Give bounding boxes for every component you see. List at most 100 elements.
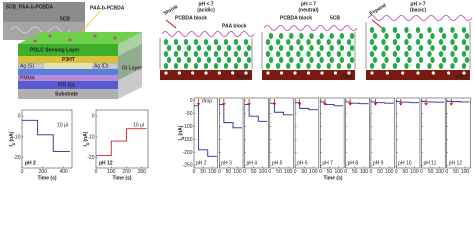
lc-molecule [236, 45, 242, 51]
x-tick-label: 0 [218, 169, 221, 175]
lc-molecule [395, 33, 401, 39]
x-tick-label: 100 [233, 169, 242, 175]
x-tick-label: 0 [395, 169, 398, 175]
data-line [194, 105, 217, 157]
lc-molecule [326, 39, 331, 45]
panel-subtitle: (basic) [410, 7, 426, 13]
anchor [204, 71, 208, 75]
lc-molecule [278, 45, 284, 51]
x-tick-label: 100 [284, 169, 293, 175]
y-label-subscript: D [181, 136, 185, 139]
anchor [164, 71, 168, 75]
drop-arrow [348, 99, 353, 106]
lc-molecule [336, 63, 342, 69]
lc-molecule [461, 51, 467, 57]
lc-molecule [226, 57, 232, 63]
lc-molecule [427, 27, 432, 33]
lc-molecule [289, 57, 294, 63]
lc-molecule [349, 45, 355, 51]
gi-label: GI Layer [122, 65, 142, 71]
lc-molecule [299, 57, 304, 63]
data-line [295, 102, 318, 111]
lc-molecule [326, 63, 331, 69]
lc-molecule [278, 57, 284, 63]
y-label-unit: (nA) [83, 131, 89, 141]
x-tick-label: 0 [294, 169, 297, 175]
lc-molecule [438, 51, 444, 57]
lc-molecule [193, 63, 199, 69]
lc-molecule [196, 57, 202, 63]
x-tick-label: 50 [377, 169, 383, 175]
y-tick-label: -20 [13, 155, 20, 161]
plot-frame [395, 97, 421, 169]
pmma-layer [18, 75, 118, 81]
data-line [421, 100, 445, 103]
data-line [219, 104, 243, 129]
lc-molecule [223, 63, 229, 69]
sensing-layer-label: POLC Sensing Layer [30, 47, 80, 53]
lc-molecule [430, 45, 435, 51]
paa-label: PAA block [222, 23, 247, 29]
lc-molecule [392, 27, 398, 33]
panel-subtitle: (neutral) [299, 7, 319, 13]
callout [79, 10, 101, 35]
pcbda-label: PCBDA block [175, 15, 207, 21]
lc-molecule [289, 45, 294, 51]
panel-label: pH 9 [373, 160, 384, 166]
x-tick-label: 0 [193, 169, 196, 175]
lc-molecule [306, 63, 311, 69]
lc-molecule [233, 39, 239, 45]
y-label-subscript: D [86, 142, 90, 145]
x-tick-label: 100 [385, 169, 394, 175]
x-tick-label: 50 [453, 169, 459, 175]
plot-frame [21, 109, 73, 169]
drop-arrow [196, 99, 201, 106]
lc-molecule [286, 63, 291, 69]
drain-label: Ag (D) [94, 63, 109, 69]
lc-molecule [265, 51, 271, 57]
y-tick-label: -50 [185, 111, 192, 117]
lc-molecule [464, 57, 470, 63]
anchor [416, 71, 420, 75]
x-tick-label: 200 [39, 169, 48, 175]
panel-subtitle: (acidic) [197, 7, 215, 13]
lc-molecule [453, 57, 458, 63]
x-tick-label: 50 [301, 169, 307, 175]
lc-molecule [346, 51, 352, 57]
lc-molecule [268, 45, 274, 51]
y-tick-label: -10 [13, 134, 20, 140]
lc-molecule [246, 57, 252, 63]
drop-arrow [323, 99, 327, 106]
lc-molecule [415, 63, 421, 69]
annotation: drop [202, 98, 212, 104]
p3ht-label: P3HT [62, 57, 75, 63]
panel-title: pH = 7 [301, 1, 316, 7]
gi-layer [18, 69, 118, 75]
lc-molecule [453, 33, 458, 39]
lc-molecule [309, 45, 314, 51]
sensing-layer [18, 44, 118, 56]
x-tick-label: 0 [370, 169, 373, 175]
lc-molecule [395, 57, 401, 63]
lc-molecule [173, 51, 179, 57]
lc-molecule [392, 51, 398, 57]
y-tick-label: -100 [182, 124, 192, 130]
sem-texture [9, 26, 71, 34]
lc-molecule [346, 39, 352, 45]
drop-arrow [373, 99, 378, 106]
lc-molecule [213, 39, 219, 45]
p3ht-bar [366, 70, 470, 80]
lc-molecule [316, 51, 321, 57]
x-tick-label: 50 [428, 169, 434, 175]
lc-molecule [275, 63, 281, 69]
lc-molecule [427, 39, 432, 45]
lc-molecule [296, 39, 301, 45]
lc-molecule [329, 57, 334, 63]
lc-molecule [326, 51, 331, 57]
lc-molecule [441, 45, 447, 51]
lc-molecule [193, 39, 199, 45]
lc-molecule [336, 51, 342, 57]
y-label-symbol: I [178, 138, 184, 140]
x-tick-label: 0 [344, 169, 347, 175]
y-label-symbol: I [83, 144, 89, 146]
